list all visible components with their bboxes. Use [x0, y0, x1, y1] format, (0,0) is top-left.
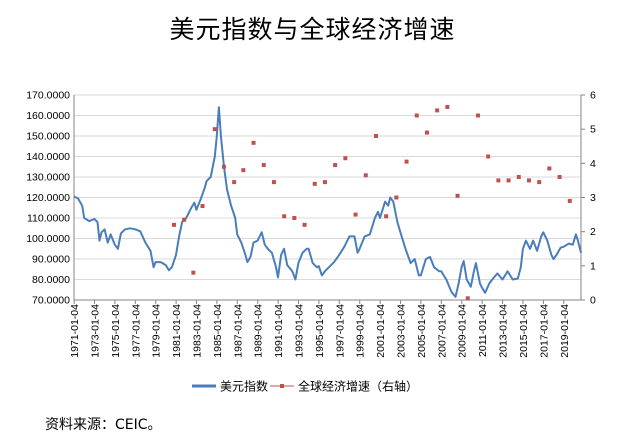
data-point-gdp [292, 216, 297, 220]
x-tick-label: 1997-01-04 [334, 304, 346, 358]
data-point-gdp [241, 168, 246, 173]
data-point-gdp [282, 214, 287, 219]
data-point-gdp [373, 134, 378, 138]
data-point-gdp [271, 180, 276, 185]
legend-label-dxy: 美元指数 [220, 379, 268, 394]
x-tick-label: 1979-01-04 [151, 304, 163, 358]
y-left-tick-label: 70.0000 [32, 295, 70, 307]
y-left-tick-label: 160.0000 [26, 110, 70, 122]
x-tick-label: 1985-01-04 [212, 304, 224, 358]
x-tick-label: 1977-01-04 [130, 304, 142, 358]
data-point-gdp [343, 156, 348, 161]
data-point-gdp [475, 113, 480, 118]
data-point-gdp [363, 173, 368, 178]
x-tick-label: 1973-01-04 [90, 304, 102, 358]
data-point-gdp [547, 166, 552, 171]
data-point-gdp [251, 140, 256, 145]
data-point-gdp [200, 204, 205, 209]
data-point-gdp [353, 212, 358, 217]
data-point-gdp [516, 175, 521, 179]
x-tick-label: 1975-01-04 [110, 304, 122, 358]
y-left-tick-label: 130.0000 [26, 172, 70, 184]
legend-swatch-gdp [280, 384, 284, 388]
data-point-gdp [496, 178, 501, 183]
data-point-gdp [445, 104, 450, 109]
y-right-tick-label: 2 [590, 226, 596, 238]
x-tick-label: 2019-01-04 [559, 304, 571, 358]
data-point-gdp [506, 178, 511, 183]
x-tick-label: 1987-01-04 [232, 304, 244, 358]
data-point-gdp [182, 217, 187, 222]
series-line-dxy [73, 106, 582, 298]
x-tick-label: 2013-01-04 [498, 304, 510, 358]
x-tick-label: 1993-01-04 [294, 304, 306, 358]
y-left-tick-label: 150.0000 [26, 131, 70, 143]
data-point-gdp [261, 163, 266, 168]
data-point-gdp [455, 193, 460, 198]
x-tick-label: 1999-01-04 [355, 304, 367, 358]
data-point-gdp [232, 180, 237, 185]
data-point-gdp [333, 163, 338, 168]
y-right-tick-label: 5 [590, 124, 596, 136]
source-note: 资料来源：CEIC。 [45, 417, 162, 433]
data-point-gdp [567, 198, 572, 203]
x-tick-label: 2011-01-04 [477, 304, 489, 357]
y-right-tick-label: 0 [590, 295, 596, 307]
y-left-tick-label: 80.0000 [32, 274, 70, 286]
x-tick-label: 1989-01-04 [253, 304, 265, 358]
x-tick-label: 2005-01-04 [416, 304, 428, 358]
data-point-gdp [384, 214, 389, 219]
x-tick-label: 1971-01-04 [69, 304, 81, 358]
data-point-gdp [404, 159, 409, 164]
data-point-gdp [465, 296, 470, 301]
data-point-gdp [394, 195, 399, 200]
data-point-gdp [486, 154, 491, 159]
x-tick-label: 2001-01-04 [375, 304, 387, 358]
y-left-tick-label: 110.0000 [27, 213, 70, 225]
x-tick-label: 1981-01-04 [171, 304, 183, 358]
data-point-gdp [171, 222, 176, 227]
x-tick-label: 1995-01-04 [314, 304, 326, 358]
y-left-tick-label: 100.0000 [26, 233, 70, 245]
y-left-tick-label: 170.0000 [26, 90, 70, 102]
data-point-gdp [302, 222, 307, 227]
data-point-gdp [322, 180, 327, 185]
x-tick-label: 2017-01-04 [538, 304, 550, 358]
y-left-tick-label: 140.0000 [26, 151, 70, 163]
data-point-gdp [212, 127, 217, 132]
data-point-gdp [435, 108, 440, 113]
x-tick-label: 2007-01-04 [436, 304, 448, 358]
data-point-gdp [557, 175, 562, 179]
x-tick-label: 1991-01-04 [273, 304, 285, 358]
data-point-gdp [424, 130, 429, 135]
x-tick-label: 2009-01-04 [457, 304, 469, 358]
legend-label-gdp: 全球经济增速（右轴） [298, 379, 418, 394]
x-tick-label: 2015-01-04 [518, 304, 530, 358]
chart-title: 美元指数与全球经济增速 [169, 15, 456, 44]
data-point-gdp [312, 181, 317, 186]
y-right-tick-label: 6 [590, 90, 596, 102]
y-left-tick-label: 120.0000 [26, 192, 70, 204]
data-point-gdp [526, 178, 531, 183]
y-left-tick-label: 90.0000 [32, 254, 70, 266]
y-right-tick-label: 1 [590, 260, 596, 272]
data-point-gdp [191, 270, 196, 275]
data-point-gdp [414, 113, 419, 118]
x-tick-label: 1983-01-04 [192, 304, 204, 358]
y-right-tick-label: 3 [590, 192, 596, 204]
y-right-tick-label: 4 [590, 158, 596, 170]
data-point-gdp [221, 164, 226, 169]
x-tick-label: 2003-01-04 [396, 304, 408, 358]
data-point-gdp [537, 180, 542, 185]
